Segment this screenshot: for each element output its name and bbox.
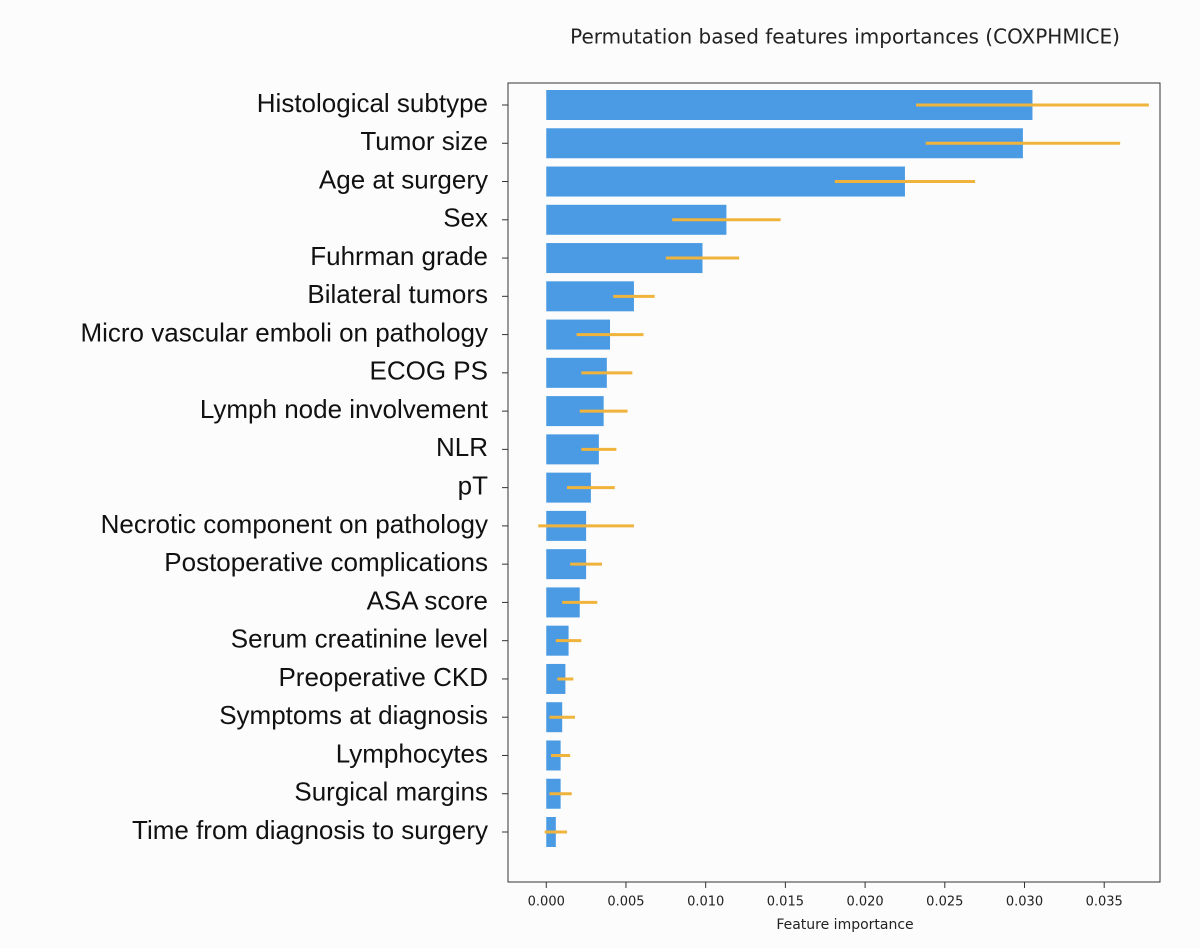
x-tick-label: 0.030	[1006, 895, 1043, 910]
y-tick-label: Postoperative complications	[164, 547, 488, 577]
y-tick-label: ASA score	[367, 585, 488, 615]
y-tick-label: Lymph node involvement	[200, 394, 489, 424]
y-tick-label: Surgical margins	[294, 777, 488, 807]
y-tick-label: Necrotic component on pathology	[101, 509, 488, 539]
y-tick-label: Symptoms at diagnosis	[219, 700, 488, 730]
y-tick-label: Fuhrman grade	[310, 241, 488, 271]
x-tick-label: 0.035	[1086, 895, 1123, 910]
x-tick-label: 0.015	[767, 895, 804, 910]
y-tick-label: Micro vascular emboli on pathology	[80, 317, 488, 347]
x-tick-label: 0.005	[607, 895, 644, 910]
y-tick-label: Serum creatinine level	[231, 624, 488, 654]
y-tick-label: Bilateral tumors	[307, 279, 488, 309]
chart-title: Permutation based features importances (…	[570, 25, 1120, 49]
x-tick-label: 0.025	[926, 895, 963, 910]
x-tick-label: 0.020	[846, 895, 883, 910]
x-axis-label: Feature importance	[776, 917, 913, 933]
plot-frame	[507, 82, 1161, 883]
y-tick-label: Sex	[443, 203, 488, 233]
x-tick-label: 0.000	[528, 895, 565, 910]
y-tick-label: Lymphocytes	[336, 738, 488, 768]
y-tick-label: NLR	[436, 432, 488, 462]
y-tick-label: ECOG PS	[370, 356, 488, 386]
y-tick-label: Age at surgery	[319, 164, 488, 194]
y-tick-label: Tumor size	[360, 126, 488, 156]
y-tick-label: pT	[458, 471, 488, 501]
bar	[546, 663, 566, 694]
y-tick-label: Time from diagnosis to surgery	[132, 815, 488, 845]
y-tick-label: Histological subtype	[257, 88, 488, 118]
y-tick-label: Preoperative CKD	[278, 662, 488, 692]
x-tick-label: 0.010	[687, 895, 724, 910]
